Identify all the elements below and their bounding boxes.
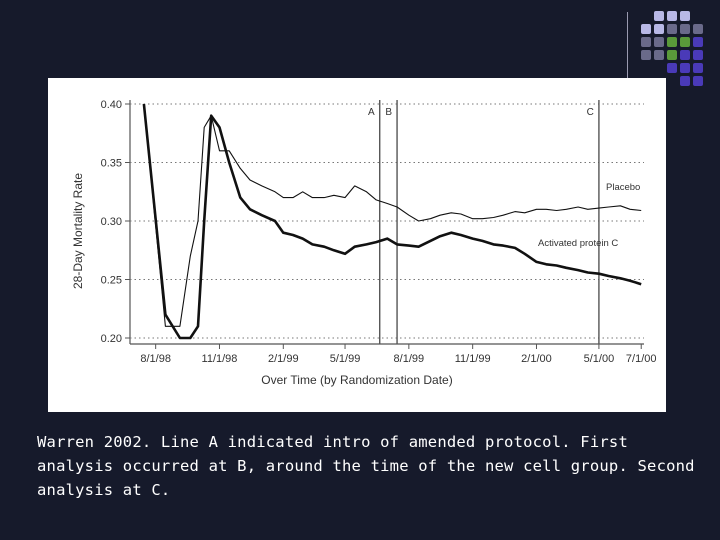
decorative-dot [680,24,690,34]
decorative-dot [680,63,690,73]
decorative-dot [667,24,677,34]
x-tick-label: 5/1/99 [330,353,361,365]
decorative-dot [667,50,677,60]
series-label: Activated protein C [538,238,618,249]
decorative-dot [693,63,703,73]
y-tick-label: 0.20 [101,333,122,345]
reference-label-a: A [368,107,375,118]
decorative-dot [693,76,703,86]
series-line-activated-protein-c [142,103,642,340]
reference-label-b: B [385,107,392,118]
x-tick-label: 7/1/00 [626,353,657,365]
decorative-dot [654,37,664,47]
decorative-dot [641,24,651,34]
decorative-dot [693,24,703,34]
decorative-dot [667,37,677,47]
decorative-vertical-line [627,12,628,78]
x-tick-label: 5/1/00 [584,353,615,365]
decorative-dot [641,50,651,60]
y-tick-label: 0.35 [101,158,122,170]
x-tick-label: 2/1/00 [521,353,552,365]
x-tick-label: 8/1/98 [140,353,171,365]
decorative-dot [693,37,703,47]
y-tick-label: 0.30 [101,216,122,228]
decorative-dot [680,76,690,86]
x-tick-label: 8/1/99 [394,353,425,365]
decorative-dot [654,11,664,21]
slide-caption: Warren 2002. Line A indicated intro of a… [37,433,695,499]
x-tick-label: 11/1/99 [455,353,491,365]
series-line-placebo [143,103,642,327]
y-tick-label: 0.25 [101,275,122,287]
decorative-dot [641,37,651,47]
x-tick-label: 2/1/99 [268,353,299,365]
y-tick-label: 0.40 [101,99,122,111]
reference-label-c: C [587,107,594,118]
x-axis-label: Over Time (by Randomization Date) [261,373,452,387]
decorative-dot [654,24,664,34]
y-axis-label: 28-Day Mortality Rate [71,173,85,289]
decorative-dot [680,11,690,21]
decorative-dot [680,37,690,47]
x-tick-label: 11/1/98 [202,353,238,365]
decorative-dot [693,50,703,60]
decorative-dot [654,50,664,60]
decorative-dot [667,11,677,21]
decorative-dot [680,50,690,60]
series-label: Placebo [606,182,640,193]
decorative-dot [667,63,677,73]
